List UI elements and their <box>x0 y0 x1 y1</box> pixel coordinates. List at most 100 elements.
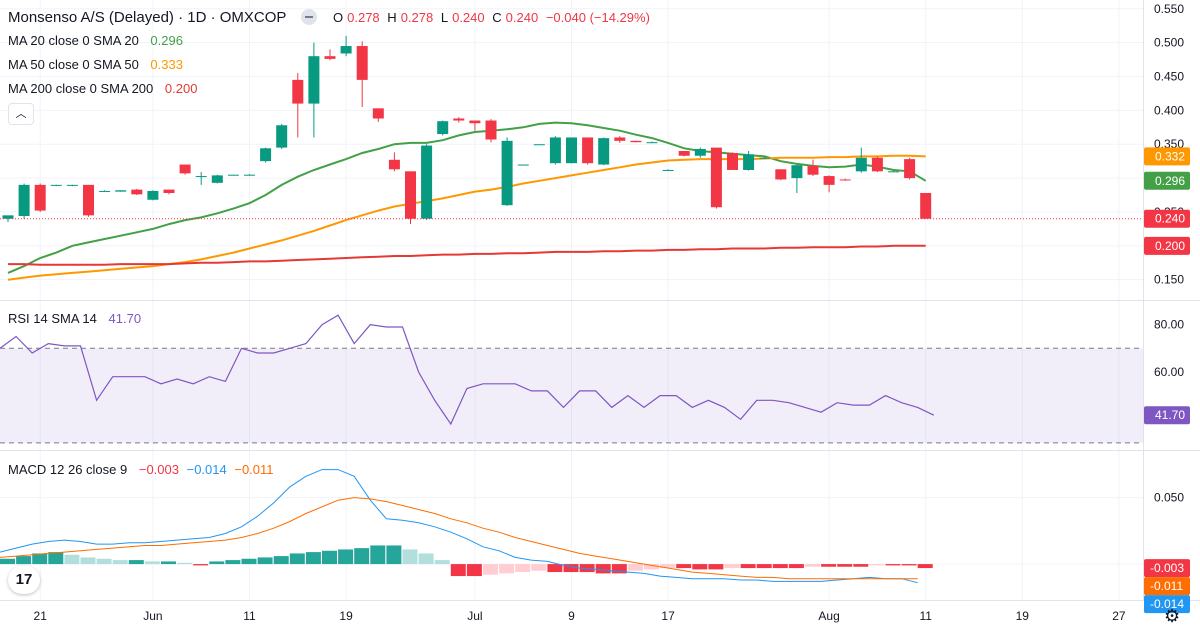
x-tick-label: 17 <box>661 609 675 623</box>
candle-body <box>501 140 513 206</box>
rsi-tick-label: 80.00 <box>1154 318 1184 332</box>
macd-hist-bar <box>16 556 32 565</box>
rsi-legend[interactable]: RSI 14 SMA 14 41.70 <box>8 311 145 326</box>
candle-body <box>582 137 594 164</box>
macd-hist-bar <box>499 564 515 574</box>
macd-hist-bar <box>805 564 820 567</box>
price-pane[interactable] <box>0 35 1143 281</box>
macd-hist-bar <box>177 562 193 565</box>
price-label-text: 0.200 <box>1155 239 1185 253</box>
price-label-text: 0.240 <box>1155 212 1185 226</box>
ma200-value: 0.200 <box>164 81 198 96</box>
x-tick-label: Jun <box>143 609 162 623</box>
price-label-text: 0.296 <box>1155 174 1185 188</box>
macd-hist-bar <box>724 564 740 569</box>
open-value: 0.278 <box>347 10 380 25</box>
macd-hist-bar <box>901 564 917 566</box>
candle-body <box>18 184 30 217</box>
rsi-pane[interactable] <box>0 314 1143 444</box>
tradingview-logo-icon[interactable]: 17 <box>8 566 40 594</box>
rsi-label-badge <box>1144 406 1190 425</box>
macd-hist-bar <box>434 560 450 565</box>
x-tick-label: 27 <box>1112 609 1126 623</box>
candle-body <box>50 184 62 186</box>
ohlc-legend: O 0.278 H 0.278 L 0.240 C 0.240 −0.040 (−14.… <box>333 10 654 25</box>
candle-body <box>517 164 529 166</box>
candle-body <box>115 190 127 192</box>
macd-hist-bar <box>579 564 595 573</box>
macd-label-badge <box>1144 559 1190 578</box>
candle-body <box>276 125 288 148</box>
x-tick-label: 11 <box>919 609 932 623</box>
macd-line-value: −0.014 <box>186 462 227 477</box>
macd-legend[interactable]: MACD 12 26 close 9 −0.003 −0.014 −0.011 <box>8 462 278 477</box>
axes: 21 Jun 11 19 Jul 9 17 Aug 11 19 27 0.550 0.500 0.450 0… <box>34 2 1190 623</box>
ma50-legend[interactable]: MA 50 close 0 SMA 50 0.333 <box>8 57 187 72</box>
price-tick-label: 0.400 <box>1154 103 1184 117</box>
ma200-legend[interactable]: MA 200 close 0 SMA 200 0.200 <box>8 81 201 96</box>
macd-hist-bar <box>193 564 209 566</box>
price-tick-label: 0.150 <box>1154 273 1184 287</box>
candle-body <box>759 157 771 159</box>
candle-body <box>2 215 14 219</box>
macd-hist-bar <box>257 557 273 565</box>
candle-body <box>179 164 191 174</box>
candle-body <box>904 159 916 179</box>
candle-body <box>920 192 932 219</box>
gear-icon[interactable]: ⚙ <box>1164 606 1181 626</box>
macd-signal-line <box>0 497 918 580</box>
change-value: −0.040 (−14.29%) <box>545 10 650 25</box>
candle-body <box>83 184 94 216</box>
macd-hist-bar <box>322 550 337 565</box>
macd-hist-bar <box>338 549 354 565</box>
price-label-badge <box>1144 171 1190 190</box>
price-label-badge <box>1144 236 1190 255</box>
macd-hist-bar <box>0 558 15 565</box>
macd-hist-bar <box>161 561 176 565</box>
collapse-legend-button[interactable]: ︿ <box>8 103 34 125</box>
macd-hist-bar <box>402 549 418 565</box>
visibility-toggle-icon[interactable] <box>301 9 317 25</box>
macd-hist-bar <box>708 564 724 570</box>
macd-pane[interactable] <box>0 469 933 584</box>
macd-hist-bar <box>563 564 579 573</box>
candle-body <box>839 179 851 181</box>
candle-body <box>743 154 755 170</box>
candle-body <box>292 79 304 104</box>
candle-body <box>823 176 835 185</box>
candle-body <box>356 46 368 80</box>
x-tick-label: Aug <box>818 609 839 623</box>
candle-body <box>260 148 272 162</box>
macd-hist-bar <box>547 564 563 573</box>
macd-hist-bar <box>209 561 225 565</box>
macd-hist-bar <box>128 560 144 565</box>
macd-hist-bar <box>289 553 305 565</box>
ma20-legend[interactable]: MA 20 close 0 SMA 20 0.296 <box>8 33 187 48</box>
macd-hist-bar <box>869 564 885 566</box>
macd-hist-bar <box>96 558 112 565</box>
macd-hist-bar <box>853 564 869 567</box>
macd-label-text: -0.014 <box>1150 597 1184 611</box>
macd-hist-bar <box>386 545 402 565</box>
candle-body <box>227 174 239 176</box>
candle-body <box>421 145 433 219</box>
candle-body <box>131 189 143 195</box>
candle-body <box>469 120 481 124</box>
symbol-title[interactable]: Monsenso A/S (Delayed) · 1D · OMXCOP <box>8 9 287 26</box>
candle-body <box>34 184 46 211</box>
macd-hist-bar <box>64 554 80 565</box>
ma20-value: 0.296 <box>150 33 183 48</box>
macd-hist-bar <box>241 558 257 565</box>
macd-hist-bar <box>788 564 804 569</box>
macd-hist-bar <box>144 561 160 565</box>
macd-hist-bar <box>305 552 321 565</box>
price-label-text: 0.332 <box>1155 149 1185 163</box>
candle-body <box>614 137 626 141</box>
candle-body <box>549 137 561 164</box>
macd-label-badge <box>1144 577 1190 596</box>
candle-body <box>646 142 658 144</box>
symbol-legend: Monsenso A/S (Delayed) · 1D · OMXCOP <box>8 9 290 26</box>
candle-body <box>630 140 642 143</box>
macd-hist-bar <box>692 564 708 570</box>
